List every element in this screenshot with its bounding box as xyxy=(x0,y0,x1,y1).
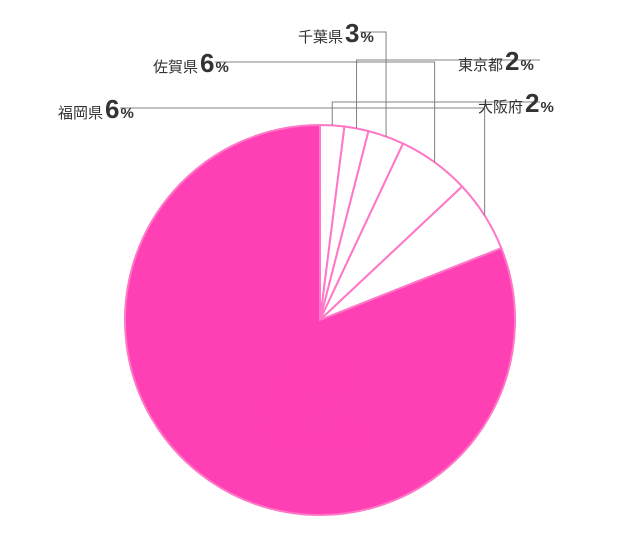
slice-label-name: 千葉県 xyxy=(298,29,343,46)
pie-chart: 大阪府2%東京都2%千葉県3%佐賀県6%福岡県6%長崎県81% xyxy=(0,0,640,555)
slice-label-unit: % xyxy=(120,105,133,122)
slice-label-value: 2 xyxy=(505,46,519,76)
slice-label: 東京都2% xyxy=(458,48,534,74)
slice-label-unit: % xyxy=(360,29,373,46)
pie-svg xyxy=(0,0,640,555)
slice-label-value: 2 xyxy=(525,88,539,118)
center-label-value: 81 xyxy=(268,388,337,457)
slice-label-name: 大阪府 xyxy=(478,99,523,116)
slice-label: 千葉県3% xyxy=(298,20,374,46)
slice-label-name: 福岡県 xyxy=(58,105,103,122)
slice-label-name: 佐賀県 xyxy=(153,59,198,76)
center-label-unit: % xyxy=(337,417,364,450)
slice-label-value: 3 xyxy=(345,18,359,48)
slice-label: 大阪府2% xyxy=(478,90,554,116)
callout-line xyxy=(360,32,386,137)
center-label: 長崎県81% xyxy=(268,360,364,454)
slice-label: 福岡県6% xyxy=(58,96,134,122)
slice-label-name: 東京都 xyxy=(458,57,503,74)
slice-label-value: 6 xyxy=(200,48,214,78)
slice-label-unit: % xyxy=(540,99,553,116)
slice-label-value: 6 xyxy=(105,94,119,124)
slice-label-unit: % xyxy=(215,59,228,76)
slice-label: 佐賀県6% xyxy=(153,50,229,76)
slice-label-unit: % xyxy=(520,57,533,74)
